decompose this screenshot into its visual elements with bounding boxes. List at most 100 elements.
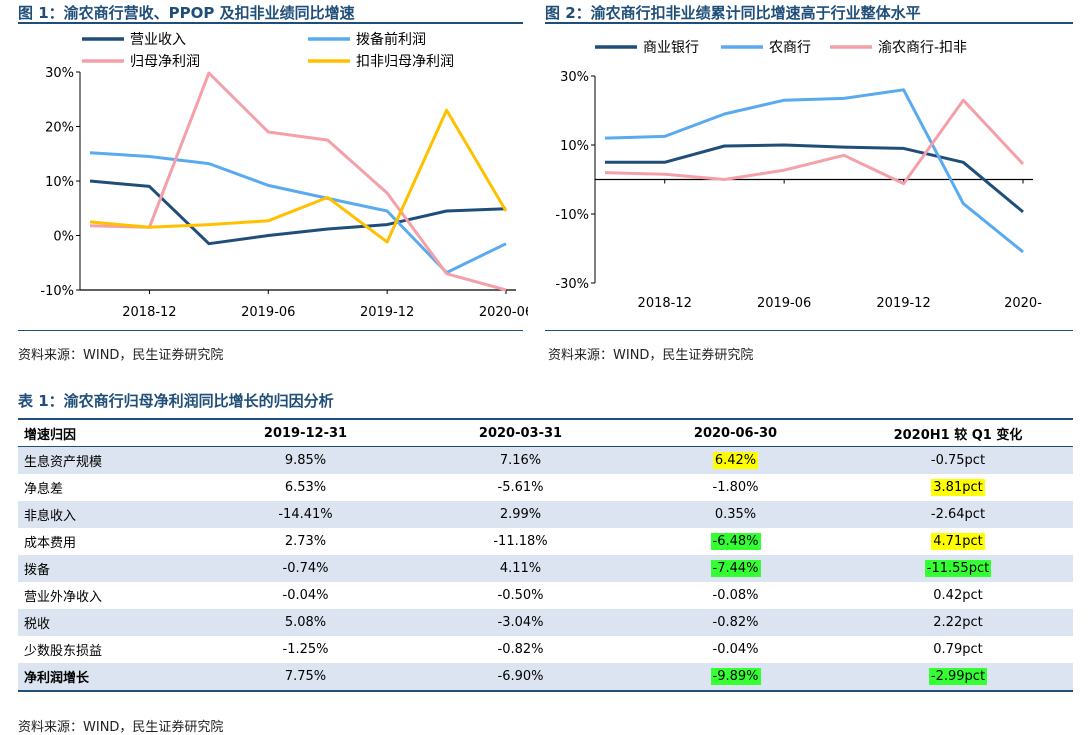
row-label: 净利润增长 [18,663,198,692]
table-cell: 9.85% [198,446,413,474]
legend-label: 归母净利润 [130,53,200,70]
table-header-cell: 2019-12-31 [198,418,413,447]
table-cell: 0.79pct [933,642,983,657]
table-cell: -2.99pct [843,663,1073,692]
table-cell: 2.22pct [843,609,1073,636]
table-row: 营业外净收入 -0.04% -0.50% -0.08% 0.42pct [18,582,1073,609]
table-cell: -0.50% [497,588,544,603]
highlighted-value: -6.48% [710,533,761,550]
table-header-cell: 2020-06-30 [628,418,843,447]
table-cell: -0.04% [282,588,329,603]
table-header-cell: 2020H1 较 Q1 变化 [843,418,1073,447]
table-cell: -1.25% [282,642,329,657]
figure1-title-rule [18,22,523,24]
highlighted-value: -11.55pct [924,560,992,577]
highlighted-value: -9.89% [710,668,761,685]
y-tick-label: 0% [53,230,74,245]
x-tick-label: 2019-06 [241,305,295,320]
table-source: 资料来源：WIND，民生证券研究院 [18,720,224,735]
table-cell: 3.81pct [843,474,1073,501]
legend-label: 商业银行 [643,40,699,56]
table-row: 税收 5.08% -3.04% -0.82% 2.22pct [18,609,1073,636]
figure2-source: 资料来源：WIND，民生证券研究院 [548,348,754,363]
figure1-bottom-rule [18,330,523,331]
table-row: 非息收入 -14.41% 2.99% 0.35% -2.64pct [18,501,1073,528]
table-cell: 4.11% [413,555,628,582]
table-cell: -9.89% [628,663,843,692]
table-cell: -0.74% [198,555,413,582]
figure2-title-rule [545,22,1073,24]
legend-label: 营业收入 [130,32,186,48]
highlighted-value: 6.42% [712,452,759,469]
table-header-cell: 增速归因 [18,418,198,447]
y-tick-label: 10% [45,175,74,190]
x-tick-label: 2019-06 [757,296,811,311]
highlighted-value: 4.71pct [931,533,985,550]
y-tick-label: 30% [45,66,74,81]
table-cell: 7.75% [198,663,413,692]
row-label: 税收 [18,609,198,636]
legend-label: 渝农商行-扣非 [878,40,967,56]
table-cell: -2.64pct [843,501,1073,528]
table-cell: 2.73% [284,534,327,549]
figure2-bottom-rule [545,330,1073,331]
legend-label: 扣非归母净利润 [356,53,454,70]
series-line-4 [89,108,508,244]
series-line-3 [89,71,507,292]
legend-label: 农商行 [769,40,811,56]
x-tick-label: 2018-12 [122,305,176,320]
table-cell: -0.82% [628,609,843,636]
table-cell: -5.61% [497,480,544,495]
highlighted-value: -2.99pct [928,668,988,685]
table-row: 成本费用 2.73% -11.18% -6.48% 4.71pct [18,528,1073,555]
row-label: 少数股东损益 [24,644,103,659]
y-tick-label: 10% [560,139,589,154]
table-row: 净息差 6.53% -5.61% -1.80% 3.81pct [18,474,1073,501]
table-cell: 0.42pct [933,588,983,603]
row-label: 生息资产规模 [18,446,198,474]
table-cell: 6.53% [284,480,327,495]
row-label: 净息差 [24,482,64,497]
series-line-3 [604,98,1025,186]
table-header-cell: 2020-03-31 [413,418,628,447]
table-cell: -6.90% [413,663,628,692]
table-cell: 4.71pct [843,528,1073,555]
row-label: 非息收入 [18,501,198,528]
x-tick-label: 2018-12 [638,296,692,311]
table-row: 净利润增长 7.75% -6.90% -9.89% -2.99pct [18,663,1073,692]
table-cell: 6.42% [628,446,843,474]
table-row: 生息资产规模 9.85% 7.16% 6.42% -0.75pct [18,446,1073,474]
x-tick-label: 2019-12 [360,305,414,320]
table-cell: -6.48% [628,528,843,555]
table-row: 拨备 -0.74% 4.11% -7.44% -11.55pct [18,555,1073,582]
y-tick-label: 30% [560,70,589,85]
table-cell: 2.99% [413,501,628,528]
table-cell: -1.80% [712,480,759,495]
figure1-source: 资料来源：WIND，民生证券研究院 [18,348,224,363]
table-cell: -11.55pct [843,555,1073,582]
table-cell: 0.35% [628,501,843,528]
figure2-title: 图 2：渝农商行扣非业绩累计同比增速高于行业整体水平 [545,4,921,22]
x-tick-label: 2020-06 [479,305,528,320]
figure1-chart: 30% 20% 10% 0% -10% 2018-12 2019-06 2019-12 2020… [40,31,528,320]
figure1-title: 图 1：渝农商行营收、PPOP 及扣非业绩同比增速 [18,4,355,22]
series-line-1 [89,179,507,246]
y-tick-label: 20% [45,121,74,136]
highlighted-value: -7.44% [710,560,761,577]
x-tick-label: 2019-12 [876,296,930,311]
table-cell: 5.08% [198,609,413,636]
series-line-1 [605,143,1024,214]
y-tick-label: -10% [555,208,589,223]
table-cell: -14.41% [198,501,413,528]
row-label: 营业外净收入 [24,590,103,605]
table-title: 表 1：渝农商行归母净利润同比增长的归因分析 [18,392,334,410]
table-cell: -7.44% [628,555,843,582]
figure2-chart: 30% 10% -10% -30% 2018-12 2019-06 2019-12 2020-… [555,40,1042,311]
table-cell: -0.75pct [843,446,1073,474]
series-line-2 [604,88,1024,254]
row-label: 拨备 [18,555,198,582]
table-cell: -0.82% [497,642,544,657]
table-cell: -0.08% [712,588,759,603]
table-cell: -0.04% [712,642,759,657]
legend-label: 拨备前利润 [356,31,426,48]
